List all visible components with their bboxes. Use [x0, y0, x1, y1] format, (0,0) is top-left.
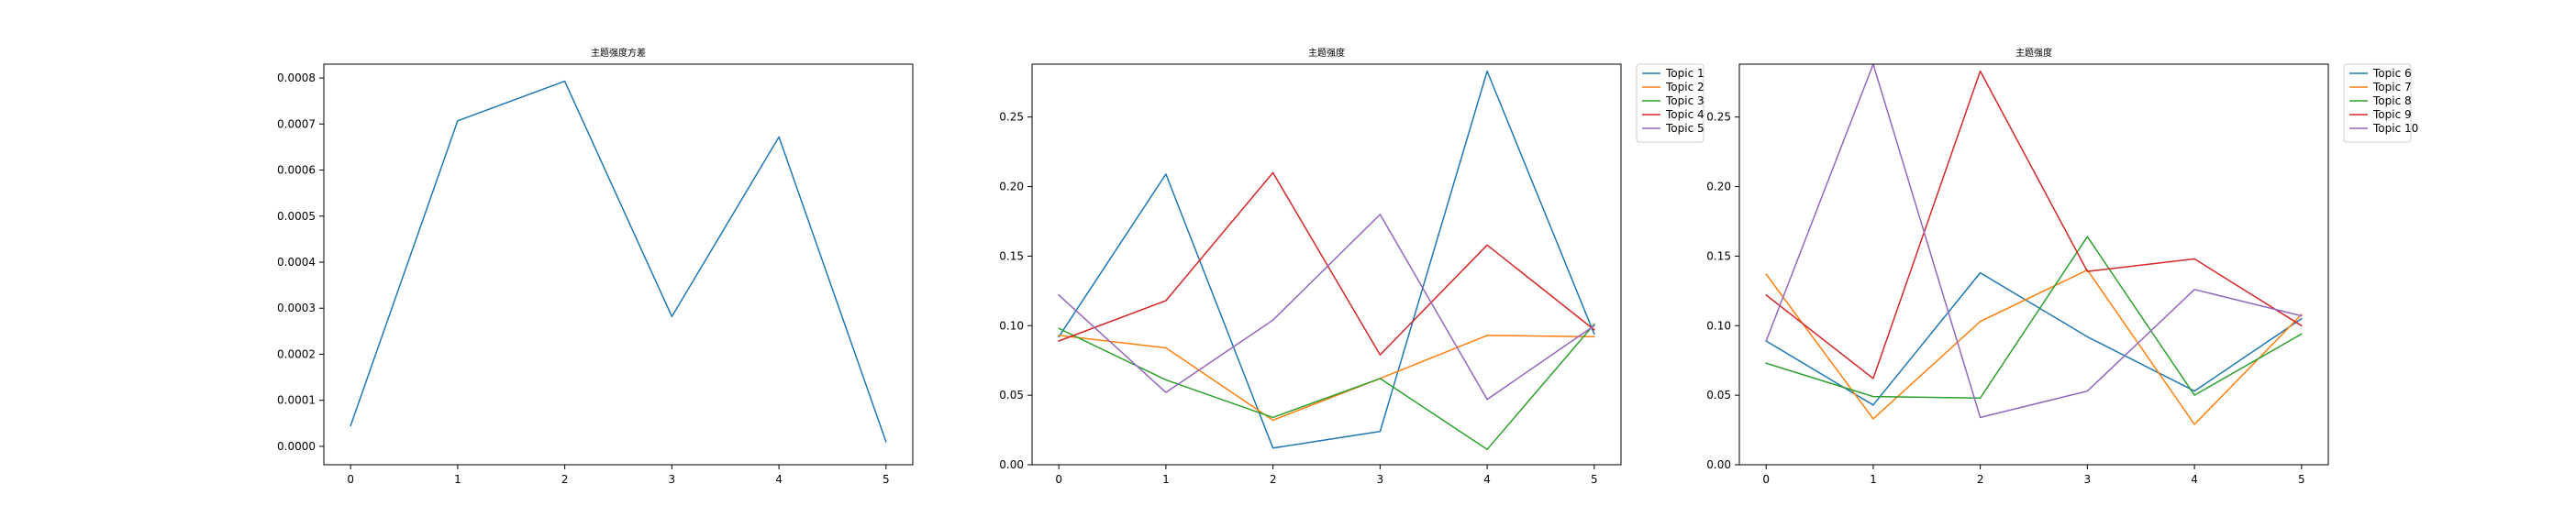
y-tick-label: 0.25 — [999, 111, 1024, 124]
x-tick-label: 5 — [883, 473, 890, 486]
y-tick-label: 0.00 — [1706, 458, 1731, 471]
x-tick-label: 1 — [1162, 473, 1170, 486]
subplot-3: 主题强度 0 1 2 3 4 5 0.00 0.05 0.10 0.15 0.20 0.25 Topic … — [1706, 47, 2418, 486]
y-tick-label: 0.0002 — [277, 347, 316, 360]
subplot-1: 主题强度方差 0 1 2 3 4 5 0.0000 0.0001 0.0002 0.0003 0.00… — [277, 47, 914, 486]
legend-label: Topic 7 — [2372, 81, 2412, 94]
series-line-topic-4 — [1058, 171, 1595, 356]
y-tick-label: 0.10 — [1706, 319, 1731, 332]
series-line-topic-6 — [1765, 271, 2303, 406]
x-tick-label: 0 — [1762, 473, 1770, 486]
x-tick-label: 3 — [669, 473, 676, 486]
subplot-2: 主题强度 0 1 2 3 4 5 0.00 0.05 0.10 0.15 0.20 0.25 Topic … — [999, 47, 1704, 486]
y-tick-label: 0.0001 — [277, 394, 316, 407]
legend-label: Topic 6 — [2372, 67, 2412, 80]
x-tick-label: 2 — [1270, 473, 1277, 486]
series-line-topic-5 — [1058, 214, 1595, 401]
legend-label: Topic 4 — [1665, 108, 1704, 121]
x-tick-label: 0 — [347, 473, 354, 486]
series-line-topic-7 — [1765, 269, 2303, 425]
legend-box — [1636, 63, 1704, 143]
legend-label: Topic 9 — [2372, 108, 2412, 121]
y-tick-label: 0.0008 — [277, 72, 316, 84]
y-tick-label: 0.0004 — [277, 256, 316, 269]
x-tick-label: 4 — [775, 473, 783, 486]
y-tick-label: 0.15 — [1706, 249, 1731, 262]
x-tick-label: 4 — [1483, 473, 1491, 486]
y-tick-label: 0.0003 — [277, 302, 316, 314]
series-line-topic-8 — [1765, 236, 2303, 399]
legend-box — [2343, 63, 2412, 143]
x-tick-label: 4 — [2191, 473, 2198, 486]
x-tick-label: 2 — [561, 473, 569, 486]
x-tick-label: 3 — [1377, 473, 1384, 486]
y-tick-label: 0.0006 — [277, 164, 316, 177]
series-line-topic-3 — [1058, 323, 1595, 451]
axes-frame — [323, 63, 914, 466]
legend-label: Topic 8 — [2372, 94, 2412, 107]
y-tick-label: 0.05 — [999, 389, 1024, 402]
y-tick-label: 0.10 — [999, 319, 1024, 332]
x-tick-label: 1 — [454, 473, 461, 486]
chart-title: 主题强度 — [2015, 47, 2052, 59]
series-line-topic-10 — [1765, 63, 2303, 419]
x-tick-label: 1 — [1870, 473, 1877, 486]
y-tick-label: 0.25 — [1706, 111, 1731, 124]
y-tick-label: 0.20 — [999, 181, 1024, 193]
series-line-topic-9 — [1765, 70, 2303, 380]
y-tick-label: 0.0005 — [277, 210, 316, 223]
axes-frame — [1031, 63, 1622, 466]
legend-label: Topic 2 — [1665, 81, 1704, 94]
y-tick-label: 0.05 — [1706, 389, 1731, 402]
series-line-topic-2 — [1058, 335, 1595, 422]
x-tick-label: 0 — [1055, 473, 1062, 486]
x-tick-label: 3 — [2084, 473, 2092, 486]
legend-label: Topic 1 — [1665, 67, 1704, 80]
y-tick-label: 0.0000 — [277, 440, 316, 453]
series-line-1 — [350, 80, 887, 443]
y-tick-label: 0.15 — [999, 249, 1024, 262]
y-tick-label: 0.20 — [1706, 181, 1731, 193]
x-tick-label: 5 — [2298, 473, 2305, 486]
chart-title: 主题强度 — [1308, 47, 1345, 59]
y-tick-label: 0.0007 — [277, 117, 316, 130]
legend-label: Topic 5 — [1665, 122, 1704, 135]
axes-frame — [1738, 63, 2329, 466]
series-line-topic-1 — [1058, 70, 1595, 449]
legend-label: Topic 3 — [1665, 94, 1704, 107]
x-tick-label: 5 — [1591, 473, 1598, 486]
y-tick-label: 0.00 — [999, 458, 1024, 471]
x-tick-label: 2 — [1977, 473, 1984, 486]
chart-title: 主题强度方差 — [591, 47, 646, 59]
legend-label: Topic 10 — [2372, 122, 2418, 135]
